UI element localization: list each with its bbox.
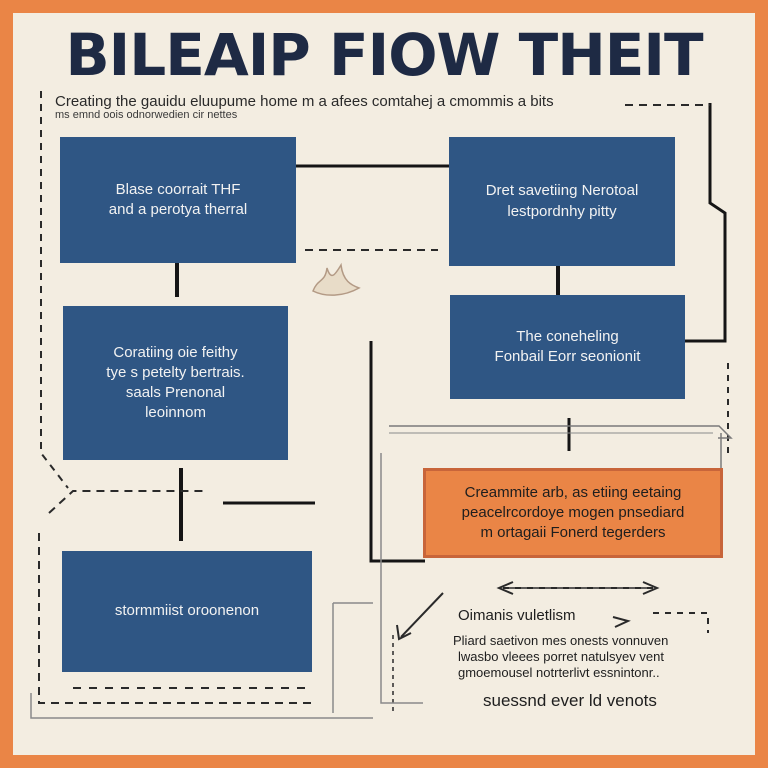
box-text-line: Fonbail Eorr seonionit [494,348,641,365]
connector-right-side [685,103,727,343]
box-text-line: Blase coorrait THF [115,180,241,198]
notes-line: lwasbo vleees porret natulsyev vent [458,649,664,664]
notes-line: Pliard saetivon mes onests vonnuven [453,633,669,648]
box-text-line: stormmiist oroonenon [114,602,260,620]
box-mid-right: The coneheling Fonbail Eorr seonionit [450,295,685,399]
notes-line: gmoemousel notrterlivt essnintonr.. [458,665,660,680]
box-text-line: The coneheling [516,327,619,345]
box-text-line: Dret savetiing Nerotoal [485,182,639,200]
box-text-line: saals Prenonal [125,384,226,401]
box-top-left: Blase coorrait THF and a perotya therral [60,137,296,263]
box-text-line: tye s petelty bertrais. [106,363,245,381]
box-mid-left: Coratiing oie feithy tye s petelty bertr… [63,306,288,460]
box-text-line: peacelrcordoye mogen pnsediard [461,503,685,521]
subtitle-line-2: ms emnd oois odnorwedien cir nettes [55,109,238,121]
page-title: BILEAIP FIOW THEIT [65,21,703,89]
doodle-icon [312,262,361,296]
connector-lines [30,91,733,719]
notes-footer: suessnd ever ld venots [483,691,657,710]
box-top-right: Dret savetiing Nerotoal lestpordnhy pitt… [449,137,675,266]
box-text-line: m ortagaii Fonerd tegerders [480,524,666,542]
box-text-line: lestpordnhy pitty [507,202,617,220]
connector-orange-feed [369,341,425,563]
diagram-frame: BILEAIP FIOW THEIT Creating the gauidu e… [13,13,755,755]
box-text-line: Coratiing oie feithy [113,343,238,361]
box-text-line: Creammite arb, as etiing eetaing [464,483,682,501]
subtitle-line-1: Creating the gauidu eluupume home m a af… [55,93,554,110]
box-text-line: and a perotya therral [108,201,248,218]
notes-heading: Oimanis vuletlism [458,607,576,624]
box-bottom-left: stormmiist oroonenon [62,551,312,672]
box-text-line: leoinnom [145,404,206,422]
box-orange-highlight: Creammite arb, as etiing eetaing peacelr… [423,468,723,558]
